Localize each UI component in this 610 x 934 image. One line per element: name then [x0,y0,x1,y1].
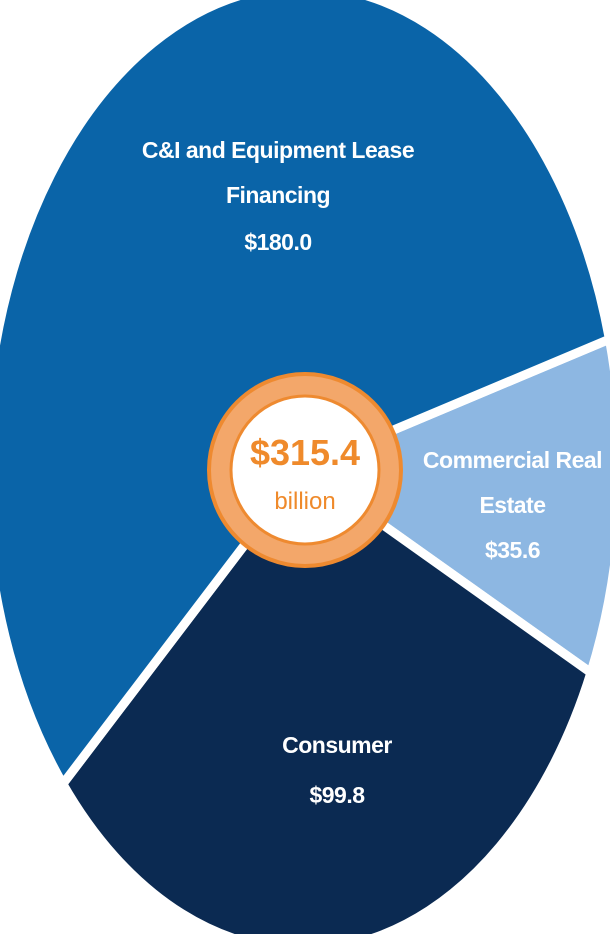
pie-slice [298,334,610,678]
slice-value: $180.0 [244,229,312,255]
slice-label: Commercial Real Estate [422,447,603,518]
center-disc [229,394,381,546]
center-sublabel: billion [274,488,336,515]
pie-slice [58,463,596,934]
slice-label: C&I and Equipment Lease Financing [141,137,415,208]
slice-label: Consumer [282,732,392,758]
center-label: $315.4 [249,432,361,473]
slice-value: $35.6 [484,537,541,563]
slice-value: $99.8 [309,782,365,808]
